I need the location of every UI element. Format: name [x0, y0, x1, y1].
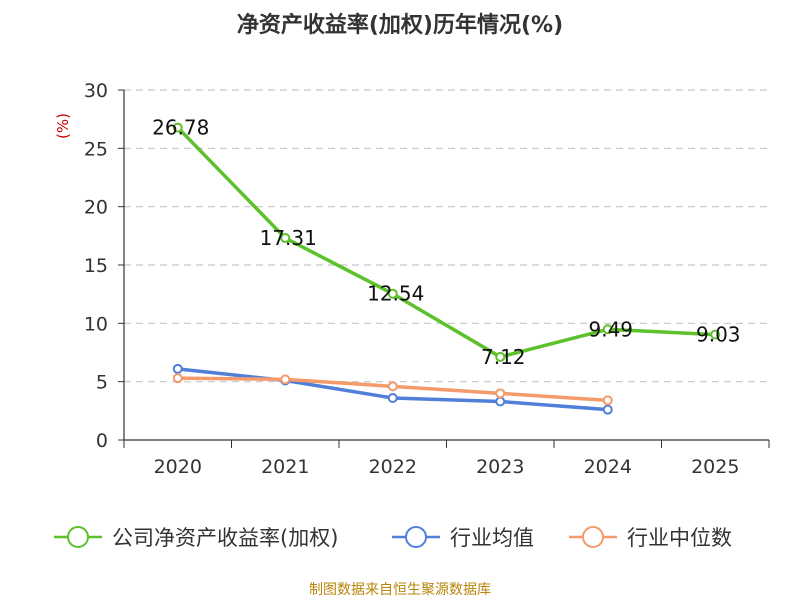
- y-tick-label: 25: [84, 138, 108, 160]
- legend-label-0: 公司净资产收益率(加权): [112, 526, 338, 550]
- x-tick-label: 2024: [584, 456, 632, 478]
- y-axis-label: (%): [54, 113, 72, 139]
- source-note: 制图数据来自恒生聚源数据库: [309, 582, 491, 598]
- legend-label-1: 行业均值: [450, 526, 534, 550]
- data-label: 7.12: [481, 345, 526, 369]
- legend-marker-0: [67, 526, 89, 548]
- x-tick-label: 2021: [261, 456, 309, 478]
- data-label: 9.03: [696, 323, 741, 347]
- legend-marker-2: [582, 526, 604, 548]
- series-point-0: [710, 329, 721, 340]
- series-point-2: [602, 395, 613, 406]
- y-tick-label: 30: [84, 80, 108, 102]
- series-point-2: [387, 381, 398, 392]
- series-point-1: [172, 363, 183, 374]
- y-tick-label: 15: [84, 255, 108, 277]
- y-tick-label: 20: [84, 197, 108, 219]
- y-tick-label: 10: [84, 313, 108, 335]
- series-point-2: [280, 374, 291, 385]
- x-tick-label: 2023: [476, 456, 524, 478]
- chart-title: 净资产收益率(加权)历年情况(%): [237, 12, 563, 38]
- data-label: 26.78: [152, 116, 209, 140]
- series-point-0: [387, 288, 398, 299]
- series-point-1: [602, 404, 613, 415]
- data-labels: 26.78 17.31 12.54 7.12 9.49 9.03: [152, 116, 740, 369]
- series-point-0: [602, 324, 613, 335]
- series-point-0: [495, 351, 506, 362]
- series-point-1: [495, 396, 506, 407]
- data-label: 17.31: [260, 226, 317, 250]
- series-point-0: [280, 233, 291, 244]
- y-tick-label: 5: [96, 372, 108, 394]
- series-point-2: [172, 373, 183, 384]
- series-line-0: [176, 126, 716, 359]
- legend-marker-1: [405, 526, 427, 548]
- series-point-1: [387, 393, 398, 403]
- series-point-0: [172, 122, 183, 133]
- series-group: [172, 122, 721, 415]
- grid-lines: [124, 89, 769, 383]
- x-tick-label: 2020: [154, 456, 202, 478]
- legend: 公司净资产收益率(加权) 行业均值 行业中位数: [54, 526, 732, 550]
- data-label: 12.54: [367, 282, 424, 306]
- legend-label-2: 行业中位数: [627, 526, 732, 550]
- data-label: 9.49: [588, 317, 633, 341]
- series-point-2: [495, 388, 506, 399]
- x-tick-label: 2022: [369, 456, 417, 478]
- x-tick-label: 2025: [691, 456, 739, 478]
- y-tick-label: 0: [96, 430, 108, 452]
